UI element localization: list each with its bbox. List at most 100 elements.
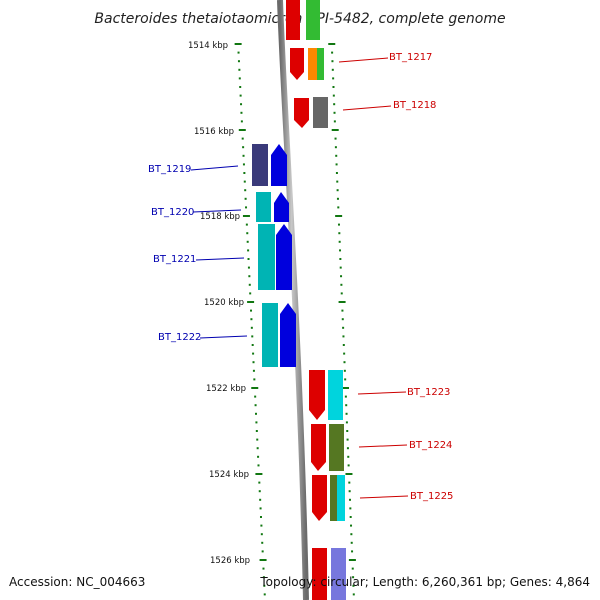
scale-dot bbox=[255, 421, 258, 424]
scale-tick bbox=[247, 301, 255, 303]
scale-dot bbox=[351, 567, 354, 570]
scale-dot bbox=[335, 172, 338, 174]
scale-dot bbox=[237, 51, 240, 54]
scale-dot bbox=[253, 378, 256, 381]
scale-tick bbox=[251, 387, 259, 389]
scale-tick bbox=[348, 559, 356, 561]
scale-tick bbox=[342, 387, 350, 389]
scale-dot bbox=[349, 516, 352, 518]
scale-dot bbox=[343, 369, 346, 372]
scale-dot bbox=[331, 68, 334, 71]
scale-dot bbox=[348, 498, 351, 501]
scale-dot bbox=[334, 137, 337, 140]
scale-dot bbox=[262, 567, 265, 570]
scale-dot bbox=[247, 258, 250, 260]
scale-dot bbox=[243, 172, 246, 174]
scale-dot bbox=[240, 111, 243, 114]
scale-dot bbox=[352, 576, 355, 579]
scale-dot bbox=[248, 275, 251, 278]
gene-bt-1221[interactable]: BT_1221 bbox=[153, 224, 292, 290]
scale-dot bbox=[350, 533, 353, 536]
scale-dot bbox=[244, 189, 247, 192]
scale-dot bbox=[343, 352, 346, 355]
gene-bt-1217[interactable]: BT_1217 bbox=[290, 48, 432, 80]
scale-dot bbox=[344, 395, 347, 398]
gene-bt-1222[interactable]: BT_1222 bbox=[158, 303, 296, 367]
kbp-labels: 1514 kbp 1516 kbp 1518 kbp 1520 kbp 1522… bbox=[188, 41, 250, 566]
scale-dot bbox=[261, 541, 264, 544]
scale-dot bbox=[255, 430, 258, 432]
scale-dot bbox=[350, 524, 353, 527]
kbp-label: 1514 kbp bbox=[188, 41, 228, 51]
gene-bt-1223[interactable]: BT_1223 bbox=[309, 370, 450, 420]
scale-ticks-right bbox=[328, 43, 356, 596]
scale-dot bbox=[333, 103, 336, 106]
scale-dot bbox=[345, 421, 348, 424]
scale-tick bbox=[238, 129, 246, 131]
scale-dot bbox=[258, 481, 261, 484]
scale-dot bbox=[344, 378, 347, 381]
scale-dot bbox=[347, 464, 350, 467]
scale-dot bbox=[250, 326, 253, 329]
scale-dot bbox=[332, 77, 335, 80]
kbp-label: 1520 kbp bbox=[204, 298, 244, 308]
genome-summary-text: Topology: circular; Length: 6,260,361 bp… bbox=[259, 575, 590, 589]
scale-dot bbox=[241, 137, 244, 140]
scale-dot bbox=[259, 498, 262, 501]
gene-label-bt-1218: BT_1218 bbox=[393, 100, 436, 111]
kbp-label: 1526 kbp bbox=[210, 556, 250, 566]
scale-dot bbox=[240, 120, 243, 123]
scale-dot bbox=[248, 283, 251, 286]
gene-bt-1218[interactable]: BT_1218 bbox=[294, 97, 436, 128]
scale-dot bbox=[345, 404, 348, 407]
scale-dot bbox=[335, 163, 338, 166]
scale-dot bbox=[257, 464, 260, 467]
scale-dot bbox=[339, 266, 342, 269]
gene-bt-1220[interactable]: BT_1220 bbox=[151, 192, 289, 222]
scale-dot bbox=[340, 292, 343, 295]
scale-dot bbox=[340, 283, 343, 286]
scale-dot bbox=[256, 438, 259, 441]
gene-label-bt-1222: BT_1222 bbox=[158, 332, 201, 343]
scale-dot bbox=[254, 404, 257, 407]
scale-dot bbox=[263, 584, 266, 587]
scale-dot bbox=[260, 524, 263, 527]
scale-dot bbox=[252, 361, 255, 364]
scale-dot bbox=[352, 584, 355, 587]
scale-tick bbox=[345, 473, 353, 475]
gene-partial-bottom[interactable] bbox=[312, 548, 346, 600]
gene-label-bt-1225: BT_1225 bbox=[410, 491, 453, 502]
scale-dot bbox=[261, 550, 264, 553]
scale-dot bbox=[246, 240, 249, 243]
scale-dot bbox=[238, 77, 241, 80]
gene-bt-1219[interactable]: BT_1219 bbox=[148, 144, 287, 186]
scale-dot bbox=[349, 507, 352, 510]
scale-dot bbox=[338, 240, 341, 243]
scale-dot bbox=[256, 447, 259, 450]
scale-dot bbox=[243, 180, 246, 183]
scale-dot bbox=[346, 447, 349, 450]
scale-dot bbox=[250, 318, 253, 321]
scale-dot bbox=[332, 86, 335, 88]
gene-bt-1224[interactable]: BT_1224 bbox=[311, 424, 452, 471]
gene-label-bt-1220: BT_1220 bbox=[151, 207, 194, 218]
gene-label-bt-1217: BT_1217 bbox=[389, 52, 432, 63]
kbp-label: 1518 kbp bbox=[200, 212, 240, 222]
gene-bt-1225[interactable]: BT_1225 bbox=[312, 475, 453, 521]
scale-dot bbox=[341, 318, 344, 321]
kbp-label: 1524 kbp bbox=[209, 470, 249, 480]
scale-dot bbox=[346, 430, 349, 432]
scale-dot bbox=[342, 344, 345, 346]
accession-text: Accession: NC_004663 bbox=[9, 575, 145, 589]
scale-tick bbox=[242, 215, 250, 217]
gene-partial-top[interactable] bbox=[286, 0, 320, 40]
scale-dot bbox=[242, 146, 245, 149]
scale-dot bbox=[250, 309, 253, 312]
scale-tick bbox=[338, 301, 346, 303]
scale-dot bbox=[255, 412, 258, 415]
scale-dot bbox=[239, 94, 242, 97]
scale-dot bbox=[348, 490, 351, 493]
scale-dot bbox=[332, 94, 335, 97]
scale-dot bbox=[335, 154, 338, 157]
